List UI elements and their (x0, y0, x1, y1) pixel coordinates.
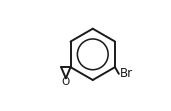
Text: O: O (62, 76, 70, 87)
Text: Br: Br (120, 67, 133, 80)
